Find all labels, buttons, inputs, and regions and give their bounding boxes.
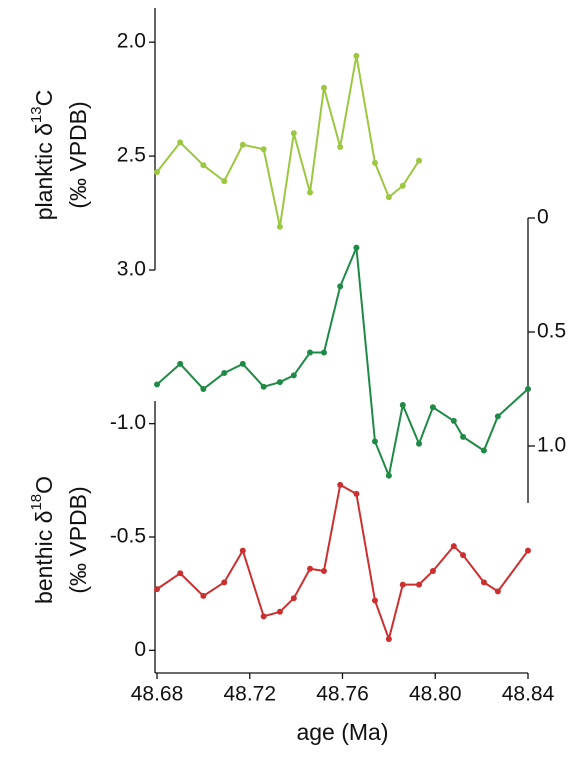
y-axis-label-part: (‰ VPDB) (65, 101, 91, 208)
data-point (260, 613, 267, 620)
y-axis-label: planktic δ13C (28, 90, 57, 221)
data-point (494, 413, 501, 420)
data-point (260, 146, 267, 153)
data-point (450, 417, 457, 424)
data-point (177, 570, 184, 577)
data-point (177, 360, 184, 367)
data-point (320, 349, 327, 356)
data-point (416, 581, 423, 588)
data-point (353, 490, 360, 497)
y-tick-label: -0.5 (110, 525, 146, 548)
y-axis-label: (‰ VPDB) (65, 101, 91, 208)
data-point (200, 162, 207, 169)
data-point (276, 379, 283, 386)
series-line (156, 55, 420, 227)
data-point (353, 52, 360, 59)
data-point (239, 360, 246, 367)
x-tick-label: 48.84 (502, 683, 555, 706)
data-point (353, 244, 360, 251)
data-point (460, 433, 467, 440)
y-axis-label-part: planktic δ (31, 123, 57, 220)
data-point (154, 586, 160, 593)
y-axis-label-part: benthic δ (31, 511, 57, 604)
data-point (320, 84, 327, 91)
y-axis-label-part: C (31, 90, 57, 107)
y-tick-label: 0.5 (537, 320, 566, 343)
data-point (307, 349, 314, 356)
data-point (239, 141, 246, 148)
data-point (385, 194, 392, 201)
data-point (429, 404, 436, 411)
data-point (221, 370, 228, 377)
data-point (494, 588, 501, 595)
y-axis-label: benthic δ18O (28, 476, 57, 604)
y-tick-label: 0 (537, 206, 549, 229)
y-tick-label: -1.0 (110, 411, 146, 434)
data-point (337, 481, 344, 488)
data-point (385, 472, 392, 479)
data-point (399, 401, 406, 408)
data-point (371, 159, 378, 166)
series-line (156, 247, 529, 480)
data-point (307, 565, 314, 572)
data-point (450, 543, 457, 550)
data-point (320, 568, 327, 574)
data-point (371, 438, 378, 445)
data-point (480, 579, 487, 586)
y-axis-label-part: (‰ VPDB) (65, 486, 91, 593)
y-axis-label-part: 13 (28, 106, 45, 123)
data-point (221, 178, 228, 185)
data-point (337, 143, 344, 150)
data-point (177, 139, 184, 146)
data-point (460, 552, 467, 559)
data-point (276, 608, 283, 615)
data-point (399, 182, 406, 189)
x-tick-label: 48.72 (223, 683, 276, 706)
data-point (290, 595, 297, 602)
data-point (276, 223, 283, 230)
data-point (200, 592, 207, 599)
data-point (385, 636, 392, 642)
data-point (399, 581, 406, 588)
data-point (260, 383, 267, 390)
y-axis-label-part: 18 (28, 494, 45, 511)
data-point (200, 386, 207, 392)
data-point (290, 130, 297, 137)
data-point (525, 386, 531, 392)
y-axis-label-part: O (31, 476, 57, 494)
data-point (337, 283, 344, 290)
data-point (429, 568, 436, 574)
x-tick-label: 48.76 (316, 683, 369, 706)
data-point (239, 547, 246, 554)
data-point (480, 447, 487, 454)
data-point (371, 597, 378, 604)
data-point (307, 189, 314, 196)
data-point (290, 372, 297, 379)
data-point (525, 547, 531, 554)
y-tick-label: 2.5 (117, 144, 146, 167)
y-tick-label: 2.0 (117, 30, 146, 53)
y-tick-label: 1.0 (537, 434, 566, 457)
data-point (154, 169, 160, 176)
data-point (154, 381, 160, 388)
y-tick-label: 3.0 (117, 258, 146, 281)
x-axis-label: age (Ma) (296, 719, 388, 745)
data-point (416, 440, 423, 447)
x-tick-label: 48.80 (409, 683, 462, 706)
y-axis-label: (‰ VPDB) (65, 486, 91, 593)
data-point (221, 579, 228, 586)
data-point (416, 157, 423, 164)
x-tick-label: 48.68 (131, 683, 184, 706)
series-line (156, 483, 529, 643)
y-tick-label: 0 (134, 638, 146, 661)
